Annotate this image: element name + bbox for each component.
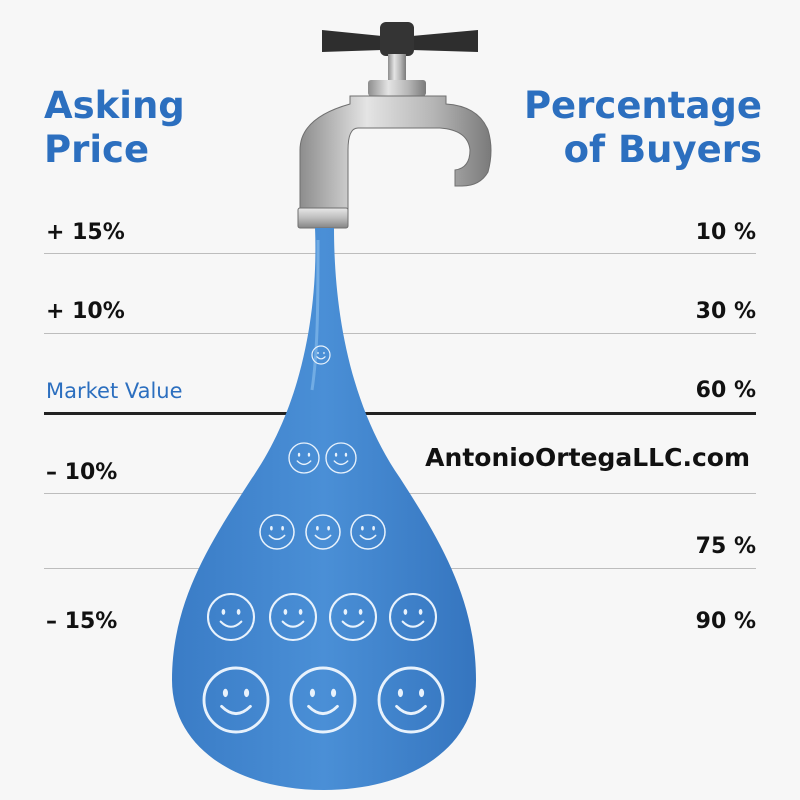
percentage-buyers-header: Percentage of Buyers xyxy=(524,84,762,172)
price-label-minus15: – 15% xyxy=(46,609,118,634)
smiley-face-icon xyxy=(259,514,295,550)
smiley-face-icon xyxy=(202,666,270,734)
percentage-buyers-header-line1: Percentage xyxy=(523,84,762,127)
smiley-face-icon xyxy=(311,345,331,365)
smiley-face-icon xyxy=(305,514,341,550)
smiley-face-icon xyxy=(289,666,357,734)
buyers-label-10: 10 % xyxy=(695,220,756,245)
smiley-face-icon xyxy=(388,592,438,642)
smiley-face-icon xyxy=(288,442,320,474)
price-label-plus10: + 10% xyxy=(46,299,125,324)
buyers-label-30: 30 % xyxy=(695,299,756,324)
smiley-face-icon xyxy=(350,514,386,550)
price-label-minus10: – 10% xyxy=(46,460,118,485)
website-label: AntonioOrtegaLLC.com xyxy=(425,443,750,472)
percentage-buyers-header-line2: of Buyers xyxy=(563,128,762,171)
asking-price-header: Asking Price xyxy=(44,84,185,172)
smiley-face-icon xyxy=(206,592,256,642)
smiley-face-icon xyxy=(328,592,378,642)
buyers-label-75: 75 % xyxy=(695,534,756,559)
smiley-face-icon xyxy=(325,442,357,474)
water-drop-icon xyxy=(172,228,476,790)
faucet-icon xyxy=(297,22,492,229)
asking-price-header-line1: Asking xyxy=(44,84,185,127)
smiley-face-icon xyxy=(268,592,318,642)
market-value-divider xyxy=(44,412,756,415)
smiley-face-icon xyxy=(377,666,445,734)
asking-price-header-line2: Price xyxy=(44,128,150,171)
price-label-market-value: Market Value xyxy=(46,379,183,403)
row-divider xyxy=(44,253,756,254)
smiley-faces xyxy=(202,345,445,734)
price-label-plus15: + 15% xyxy=(46,220,125,245)
buyers-label-60: 60 % xyxy=(695,378,756,403)
row-divider xyxy=(44,333,756,334)
buyers-label-90: 90 % xyxy=(695,609,756,634)
